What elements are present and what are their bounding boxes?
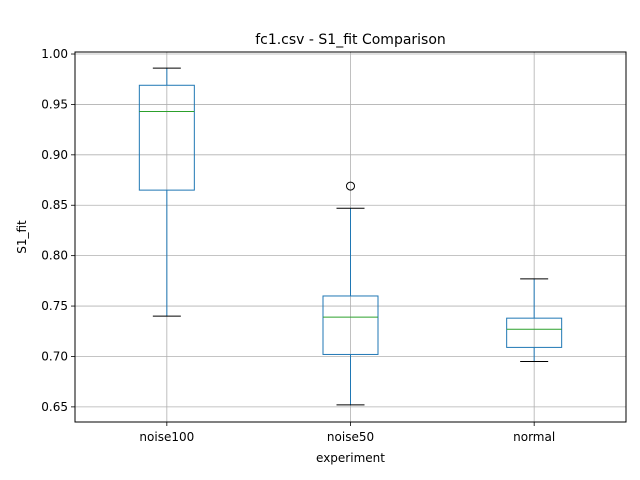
box-group-noise50 — [322, 181, 379, 406]
x-axis-label: experiment — [316, 451, 385, 465]
iqr-box — [506, 317, 563, 348]
box-series — [138, 67, 563, 406]
x-tick-label: normal — [513, 430, 555, 444]
y-tick-label: 0.65 — [41, 400, 68, 414]
x-tick-label: noise50 — [327, 430, 374, 444]
y-tick-label: 0.80 — [41, 249, 68, 263]
y-tick-label: 1.00 — [41, 47, 68, 61]
outlier-point — [346, 181, 355, 191]
box-group-normal — [506, 278, 563, 363]
box-group-noise100 — [138, 67, 195, 317]
y-axis-label: S1_fit — [15, 220, 29, 254]
x-tick-label: noise100 — [139, 430, 194, 444]
iqr-box — [322, 295, 379, 355]
y-tick-label: 0.75 — [41, 299, 68, 313]
y-tick-label: 0.95 — [41, 97, 68, 111]
chart-title: fc1.csv - S1_fit Comparison — [255, 32, 446, 48]
x-axis-ticks: noise100 noise50 normal — [139, 422, 555, 444]
y-tick-label: 0.90 — [41, 148, 68, 162]
y-axis-ticks: 0.65 0.70 0.75 0.80 0.85 0.90 0.95 1.00 — [41, 47, 75, 414]
y-tick-label: 0.85 — [41, 198, 68, 212]
y-tick-label: 0.70 — [41, 349, 68, 363]
iqr-box — [138, 84, 195, 191]
